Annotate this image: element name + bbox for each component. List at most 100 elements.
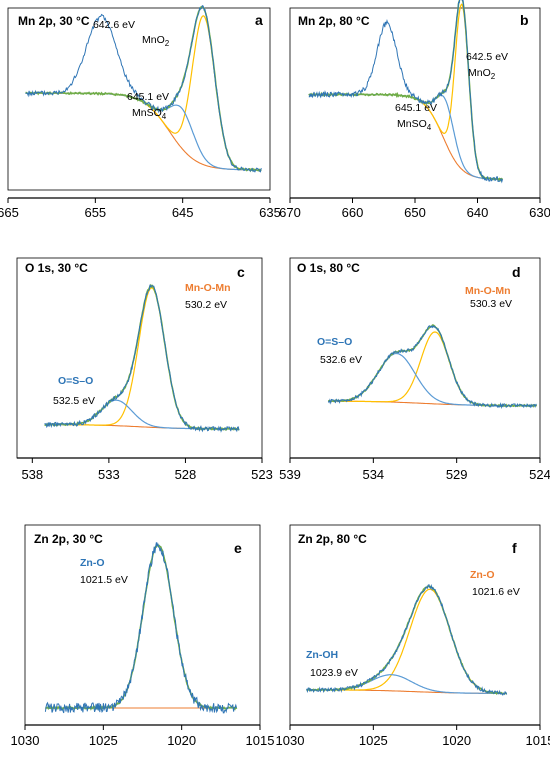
- peak-annotation: Zn-O: [470, 569, 495, 581]
- x-tick-label: 655: [84, 205, 106, 220]
- peak-annotation: MnO2: [468, 67, 496, 81]
- panel-letter: b: [520, 12, 529, 28]
- x-tick-label: 539: [279, 467, 301, 482]
- annotation-text: 645.1 eV: [395, 102, 437, 114]
- panel-e: 1030 1025 1020 1015 Zn 2p, 30 °C e Zn-O 1021.5 …: [11, 524, 275, 748]
- annotation-text: 1021.5 eV: [80, 574, 128, 586]
- panel-letter: c: [237, 264, 245, 280]
- peak-annotation: O=S–O: [58, 375, 93, 387]
- annotation-text: 530.3 eV: [470, 298, 512, 310]
- x-tick-label: 650: [404, 205, 426, 220]
- raw-spectrum-curve: [25, 5, 262, 173]
- x-tick-label: 1030: [276, 733, 305, 748]
- annotation-text: O=S–O: [58, 375, 93, 387]
- annotation-subscript: 4: [162, 112, 167, 121]
- panel-title: Zn 2p, 80 °C: [298, 532, 367, 546]
- x-tick-label: 523: [251, 467, 273, 482]
- panel-c: 538 533 528 523 O 1s, 30 °C c Mn-O-Mn 530.2 eV O…: [16, 257, 273, 482]
- x-tick-label: 1015: [526, 733, 550, 748]
- x-tick-label: 529: [446, 467, 468, 482]
- component-curve-mno2: [308, 3, 503, 180]
- x-tick-label: 645: [172, 205, 194, 220]
- annotation-text: Zn-OH: [306, 649, 338, 661]
- x-tick-label: 660: [342, 205, 364, 220]
- x-tick-label: 538: [21, 467, 43, 482]
- panel-f: 1030 1025 1020 1015 Zn 2p, 80 °C f Zn-O 1021.6 …: [276, 524, 550, 748]
- peak-annotation: MnO2: [142, 34, 170, 48]
- x-tick-label: 640: [467, 205, 489, 220]
- panel-title: Mn 2p, 30 °C: [18, 14, 90, 28]
- x-tick-label: 670: [279, 205, 301, 220]
- panel-letter: e: [234, 540, 242, 556]
- panel-letter: d: [512, 264, 521, 280]
- x-tick-label: 635: [259, 205, 281, 220]
- peak-annotation: Zn-O: [80, 557, 105, 569]
- peak-annotation: Mn-O-Mn: [185, 282, 230, 294]
- peak-annotation: MnSO4: [397, 118, 432, 132]
- annotation-subscript: 4: [427, 123, 432, 132]
- peak-annotation: O=S–O: [317, 336, 352, 348]
- peak-annotation: 1021.6 eV: [472, 586, 520, 598]
- panel-frame: [24, 524, 261, 726]
- component-curve-mnso4: [25, 92, 262, 171]
- peak-annotation: MnSO4: [132, 107, 167, 121]
- annotation-text: 530.2 eV: [185, 299, 227, 311]
- panel-frame: [7, 7, 271, 191]
- x-tick-label: 1025: [359, 733, 388, 748]
- annotation-text: MnO: [142, 34, 165, 46]
- raw-spectrum-curve: [306, 583, 508, 696]
- x-tick-label: 1020: [442, 733, 471, 748]
- peak-annotation: 532.5 eV: [53, 395, 95, 407]
- x-tick-label: 1015: [246, 733, 275, 748]
- peak-annotation: 532.6 eV: [320, 354, 362, 366]
- x-tick-label: 1025: [89, 733, 118, 748]
- x-tick-label: 533: [98, 467, 120, 482]
- peak-annotation: 642.5 eV: [466, 51, 508, 63]
- panel-title: Zn 2p, 30 °C: [34, 532, 103, 546]
- panel-letter: f: [512, 540, 517, 556]
- annotation-text: Mn-O-Mn: [185, 282, 230, 294]
- annotation-subscript: 2: [491, 72, 496, 81]
- raw-spectrum-curve: [308, 0, 503, 184]
- peak-annotation: 1023.9 eV: [310, 667, 358, 679]
- annotation-text: 532.5 eV: [53, 395, 95, 407]
- annotation-subscript: 2: [165, 39, 170, 48]
- annotation-text: Zn-O: [470, 569, 495, 581]
- annotation-text: 532.6 eV: [320, 354, 362, 366]
- x-tick-label: 534: [362, 467, 384, 482]
- peak-annotation: 642.6 eV: [93, 19, 135, 31]
- x-tick-label: 524: [529, 467, 550, 482]
- annotation-text: MnSO: [132, 107, 162, 119]
- peak-annotation: 530.2 eV: [185, 299, 227, 311]
- peak-annotation: 1021.5 eV: [80, 574, 128, 586]
- annotation-text: 645.1 eV: [127, 91, 169, 103]
- annotation-text: 1023.9 eV: [310, 667, 358, 679]
- x-tick-label: 665: [0, 205, 19, 220]
- peak-annotation: 645.1 eV: [127, 91, 169, 103]
- background-curve: [25, 92, 262, 171]
- annotation-text: MnO: [468, 67, 491, 79]
- peak-annotation: Mn-O-Mn: [465, 285, 510, 297]
- panel-letter: a: [255, 12, 263, 28]
- x-tick-label: 1030: [11, 733, 40, 748]
- peak-annotation: 530.3 eV: [470, 298, 512, 310]
- annotation-text: O=S–O: [317, 336, 352, 348]
- x-tick-label: 1020: [167, 733, 196, 748]
- panel-a: 665 655 645 635 Mn 2p, 30 °C a 642.6 eV MnO2 645…: [0, 5, 281, 220]
- peak-annotation: 645.1 eV: [395, 102, 437, 114]
- annotation-text: 642.5 eV: [466, 51, 508, 63]
- raw-spectrum-curve: [44, 284, 240, 433]
- annotation-text: Zn-O: [80, 557, 105, 569]
- annotation-text: 1021.6 eV: [472, 586, 520, 598]
- x-tick-label: 630: [529, 205, 550, 220]
- annotation-text: Mn-O-Mn: [465, 285, 510, 297]
- raw-spectrum-curve: [44, 541, 237, 714]
- x-tick-label: 528: [175, 467, 197, 482]
- annotation-text: 642.6 eV: [93, 19, 135, 31]
- panel-title: O 1s, 80 °C: [297, 261, 360, 275]
- panel-title: Mn 2p, 80 °C: [298, 14, 370, 28]
- panel-title: O 1s, 30 °C: [25, 261, 88, 275]
- raw-spectrum-curve: [327, 324, 537, 410]
- annotation-text: MnSO: [397, 118, 427, 130]
- peak-annotation: Zn-OH: [306, 649, 338, 661]
